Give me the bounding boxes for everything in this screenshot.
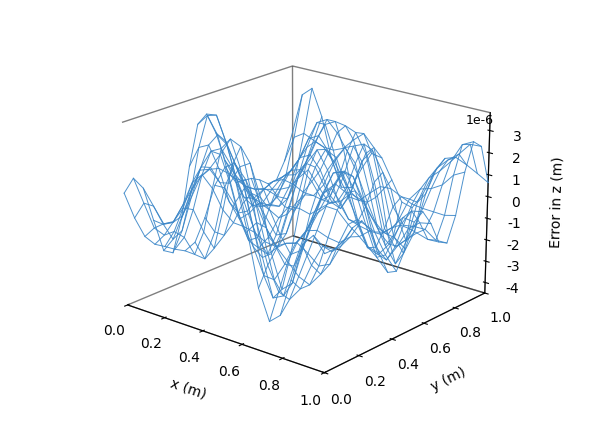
Text: 1e-6: 1e-6 <box>466 114 494 127</box>
X-axis label: x (m): x (m) <box>169 376 208 402</box>
Y-axis label: y (m): y (m) <box>428 365 468 394</box>
